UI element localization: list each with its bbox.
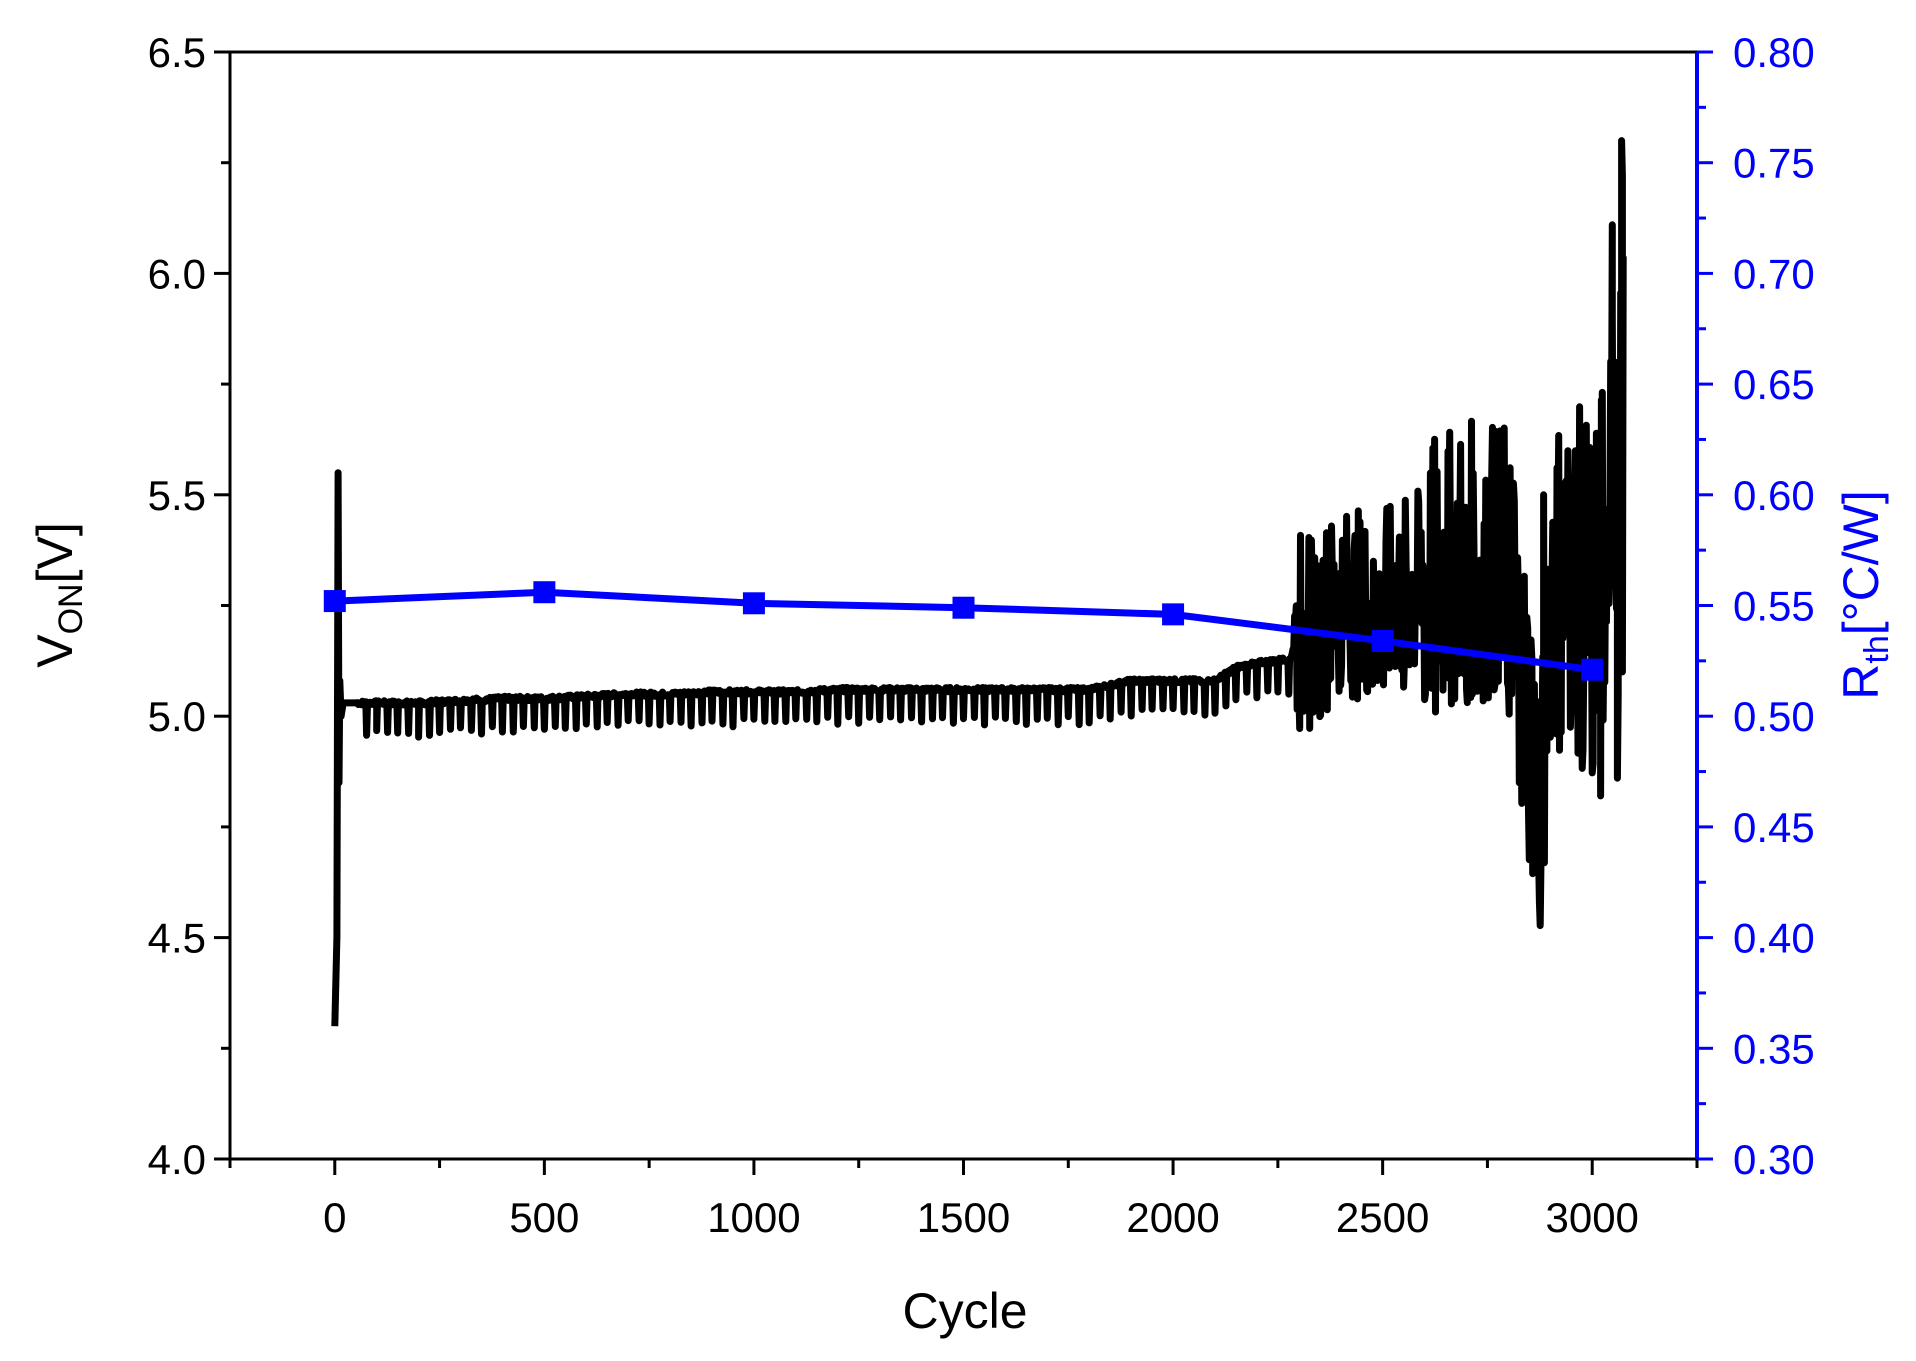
x-tick-label: 2500 <box>1336 1194 1429 1241</box>
y-left-label-unit: [V] <box>27 522 83 583</box>
y-left-label-main: V <box>27 634 83 668</box>
x-tick-label: 3000 <box>1545 1194 1638 1241</box>
y-right-tick-label: 0.50 <box>1733 693 1815 740</box>
rth-point <box>1581 658 1604 681</box>
y-right-label-unit: [°C/W] <box>1833 490 1889 635</box>
y-left-tick-label: 4.0 <box>148 1136 206 1183</box>
y-right-tick-label: 0.35 <box>1733 1025 1815 1072</box>
y-left-tick-label: 6.0 <box>148 250 206 297</box>
x-tick-label: 1000 <box>707 1194 800 1241</box>
y-right-tick-label: 0.40 <box>1733 915 1815 962</box>
rth-point <box>1162 603 1185 626</box>
y-left-tick-label: 6.5 <box>148 29 206 76</box>
right-axis-ticks: 0.30 0.35 0.40 0.45 0.50 0.55 0.60 0.65 0.70 0.75… <box>1697 29 1815 1183</box>
y-left-label-sub: ON <box>52 583 90 634</box>
y-right-tick-label: 0.45 <box>1733 804 1815 851</box>
y-left-tick-label: 5.0 <box>148 693 206 740</box>
rth-point <box>323 590 346 613</box>
rth-point <box>742 592 765 615</box>
y-left-tick-label: 5.5 <box>148 472 206 519</box>
x-tick-label: 1500 <box>917 1194 1010 1241</box>
y-right-label-sub: th <box>1858 635 1896 663</box>
y-right-tick-label: 0.75 <box>1733 140 1815 187</box>
left-axis-ticks: 4.0 4.5 5.0 5.5 6.0 6.5 <box>148 29 230 1183</box>
x-tick-label: 500 <box>509 1194 579 1241</box>
x-tick-label: 0 <box>323 1194 346 1241</box>
series-rth <box>323 581 1604 681</box>
x-axis-ticks: 0 500 1000 1500 2000 2500 3000 <box>228 1159 1699 1241</box>
rth-point <box>1371 629 1394 652</box>
y-right-tick-label: 0.65 <box>1733 361 1815 408</box>
y-right-tick-label: 0.30 <box>1733 1136 1815 1183</box>
rth-point <box>533 581 556 604</box>
y-left-axis-label: VON[V] <box>27 522 90 668</box>
rth-point <box>952 596 975 619</box>
y-right-tick-label: 0.55 <box>1733 583 1815 630</box>
y-left-tick-label: 4.5 <box>148 915 206 962</box>
von-line <box>331 137 1627 1027</box>
series-von <box>331 137 1627 1027</box>
y-right-axis-label: Rth[°C/W] <box>1833 490 1896 699</box>
y-right-tick-label: 0.60 <box>1733 472 1815 519</box>
x-tick-label: 2000 <box>1126 1194 1219 1241</box>
y-right-label-main: R <box>1833 664 1889 700</box>
x-axis-label: Cycle <box>902 1283 1027 1339</box>
y-right-tick-label: 0.80 <box>1733 29 1815 76</box>
y-right-tick-label: 0.70 <box>1733 250 1815 297</box>
